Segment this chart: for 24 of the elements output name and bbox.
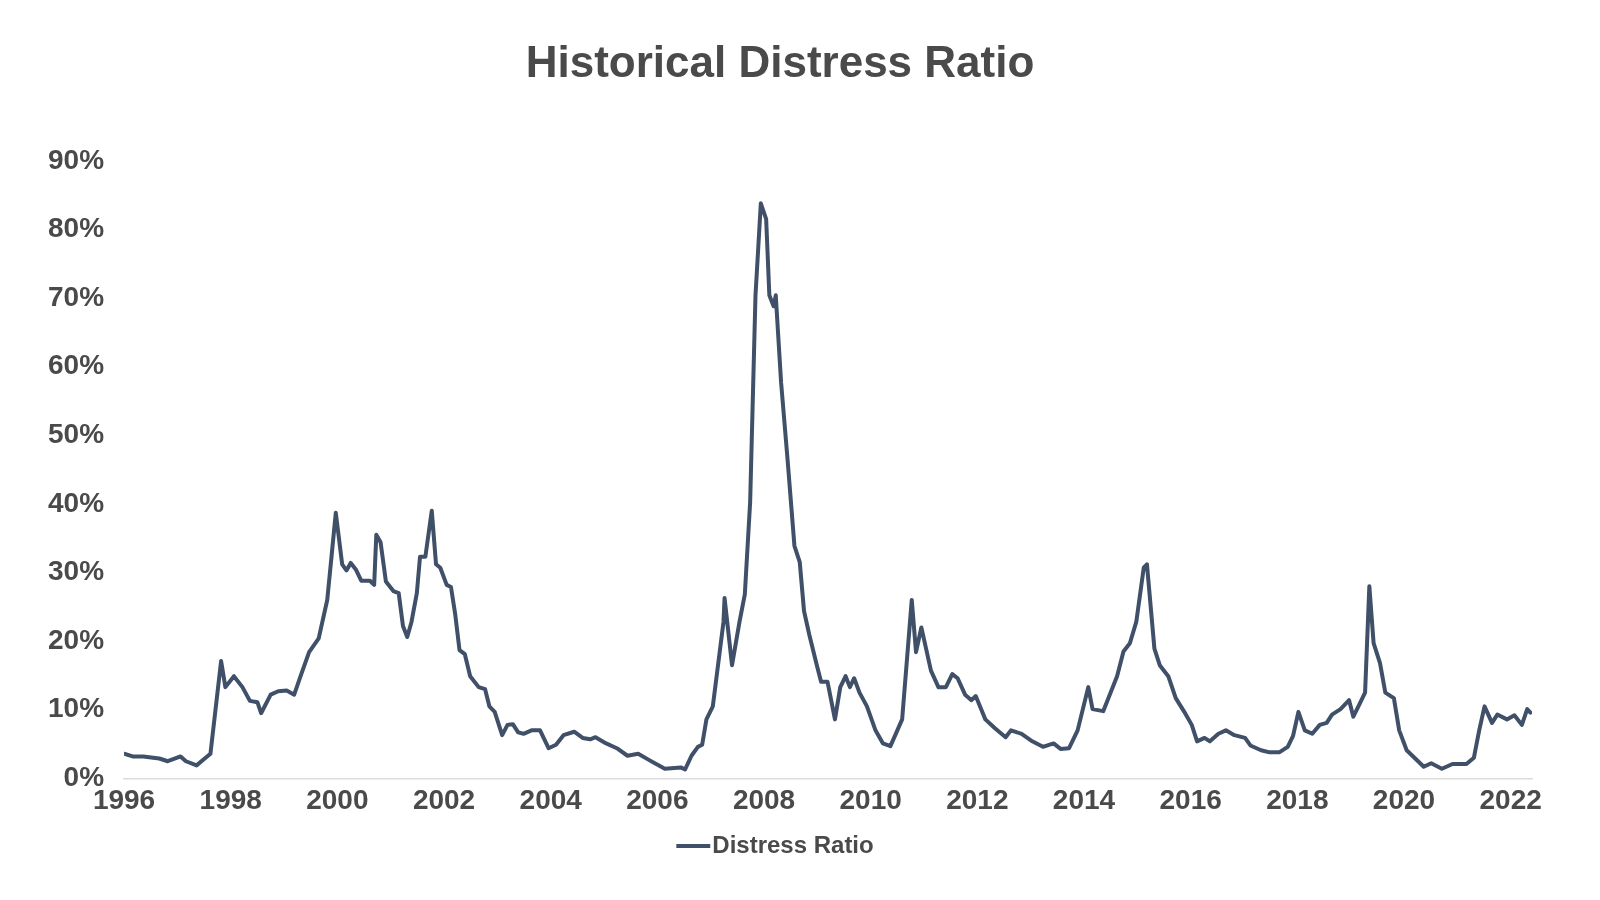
- x-tick-label: 2006: [626, 783, 689, 815]
- x-tick-label: 2018: [1266, 783, 1329, 815]
- y-tick-label: 80%: [47, 212, 105, 244]
- y-tick-label: 30%: [47, 555, 105, 587]
- y-tick-label: 10%: [47, 692, 105, 724]
- y-tick-label: 40%: [47, 486, 105, 518]
- x-tick-label: 2012: [946, 783, 1009, 815]
- x-tick-label: 2020: [1372, 783, 1436, 815]
- legend-label: Distress Ratio: [712, 830, 874, 858]
- x-tick-label: 2016: [1159, 783, 1222, 815]
- x-tick-label: 2010: [839, 783, 902, 815]
- x-tick-label: 2014: [1052, 783, 1116, 815]
- x-tick-label: 2000: [306, 783, 369, 815]
- y-tick-label: 90%: [47, 143, 105, 175]
- y-tick-label: 70%: [47, 280, 105, 312]
- y-tick-label: 20%: [47, 623, 105, 655]
- x-tick-label: 2002: [412, 783, 476, 815]
- x-tick-label: 2022: [1479, 783, 1542, 815]
- x-tick-label: 1998: [199, 783, 262, 815]
- chart-title: Historical Distress Ratio: [525, 36, 1035, 86]
- x-tick-label: 2008: [732, 783, 796, 815]
- y-tick-label: 60%: [47, 349, 105, 381]
- x-tick-label: 2004: [519, 783, 583, 815]
- y-tick-label: 50%: [47, 418, 105, 450]
